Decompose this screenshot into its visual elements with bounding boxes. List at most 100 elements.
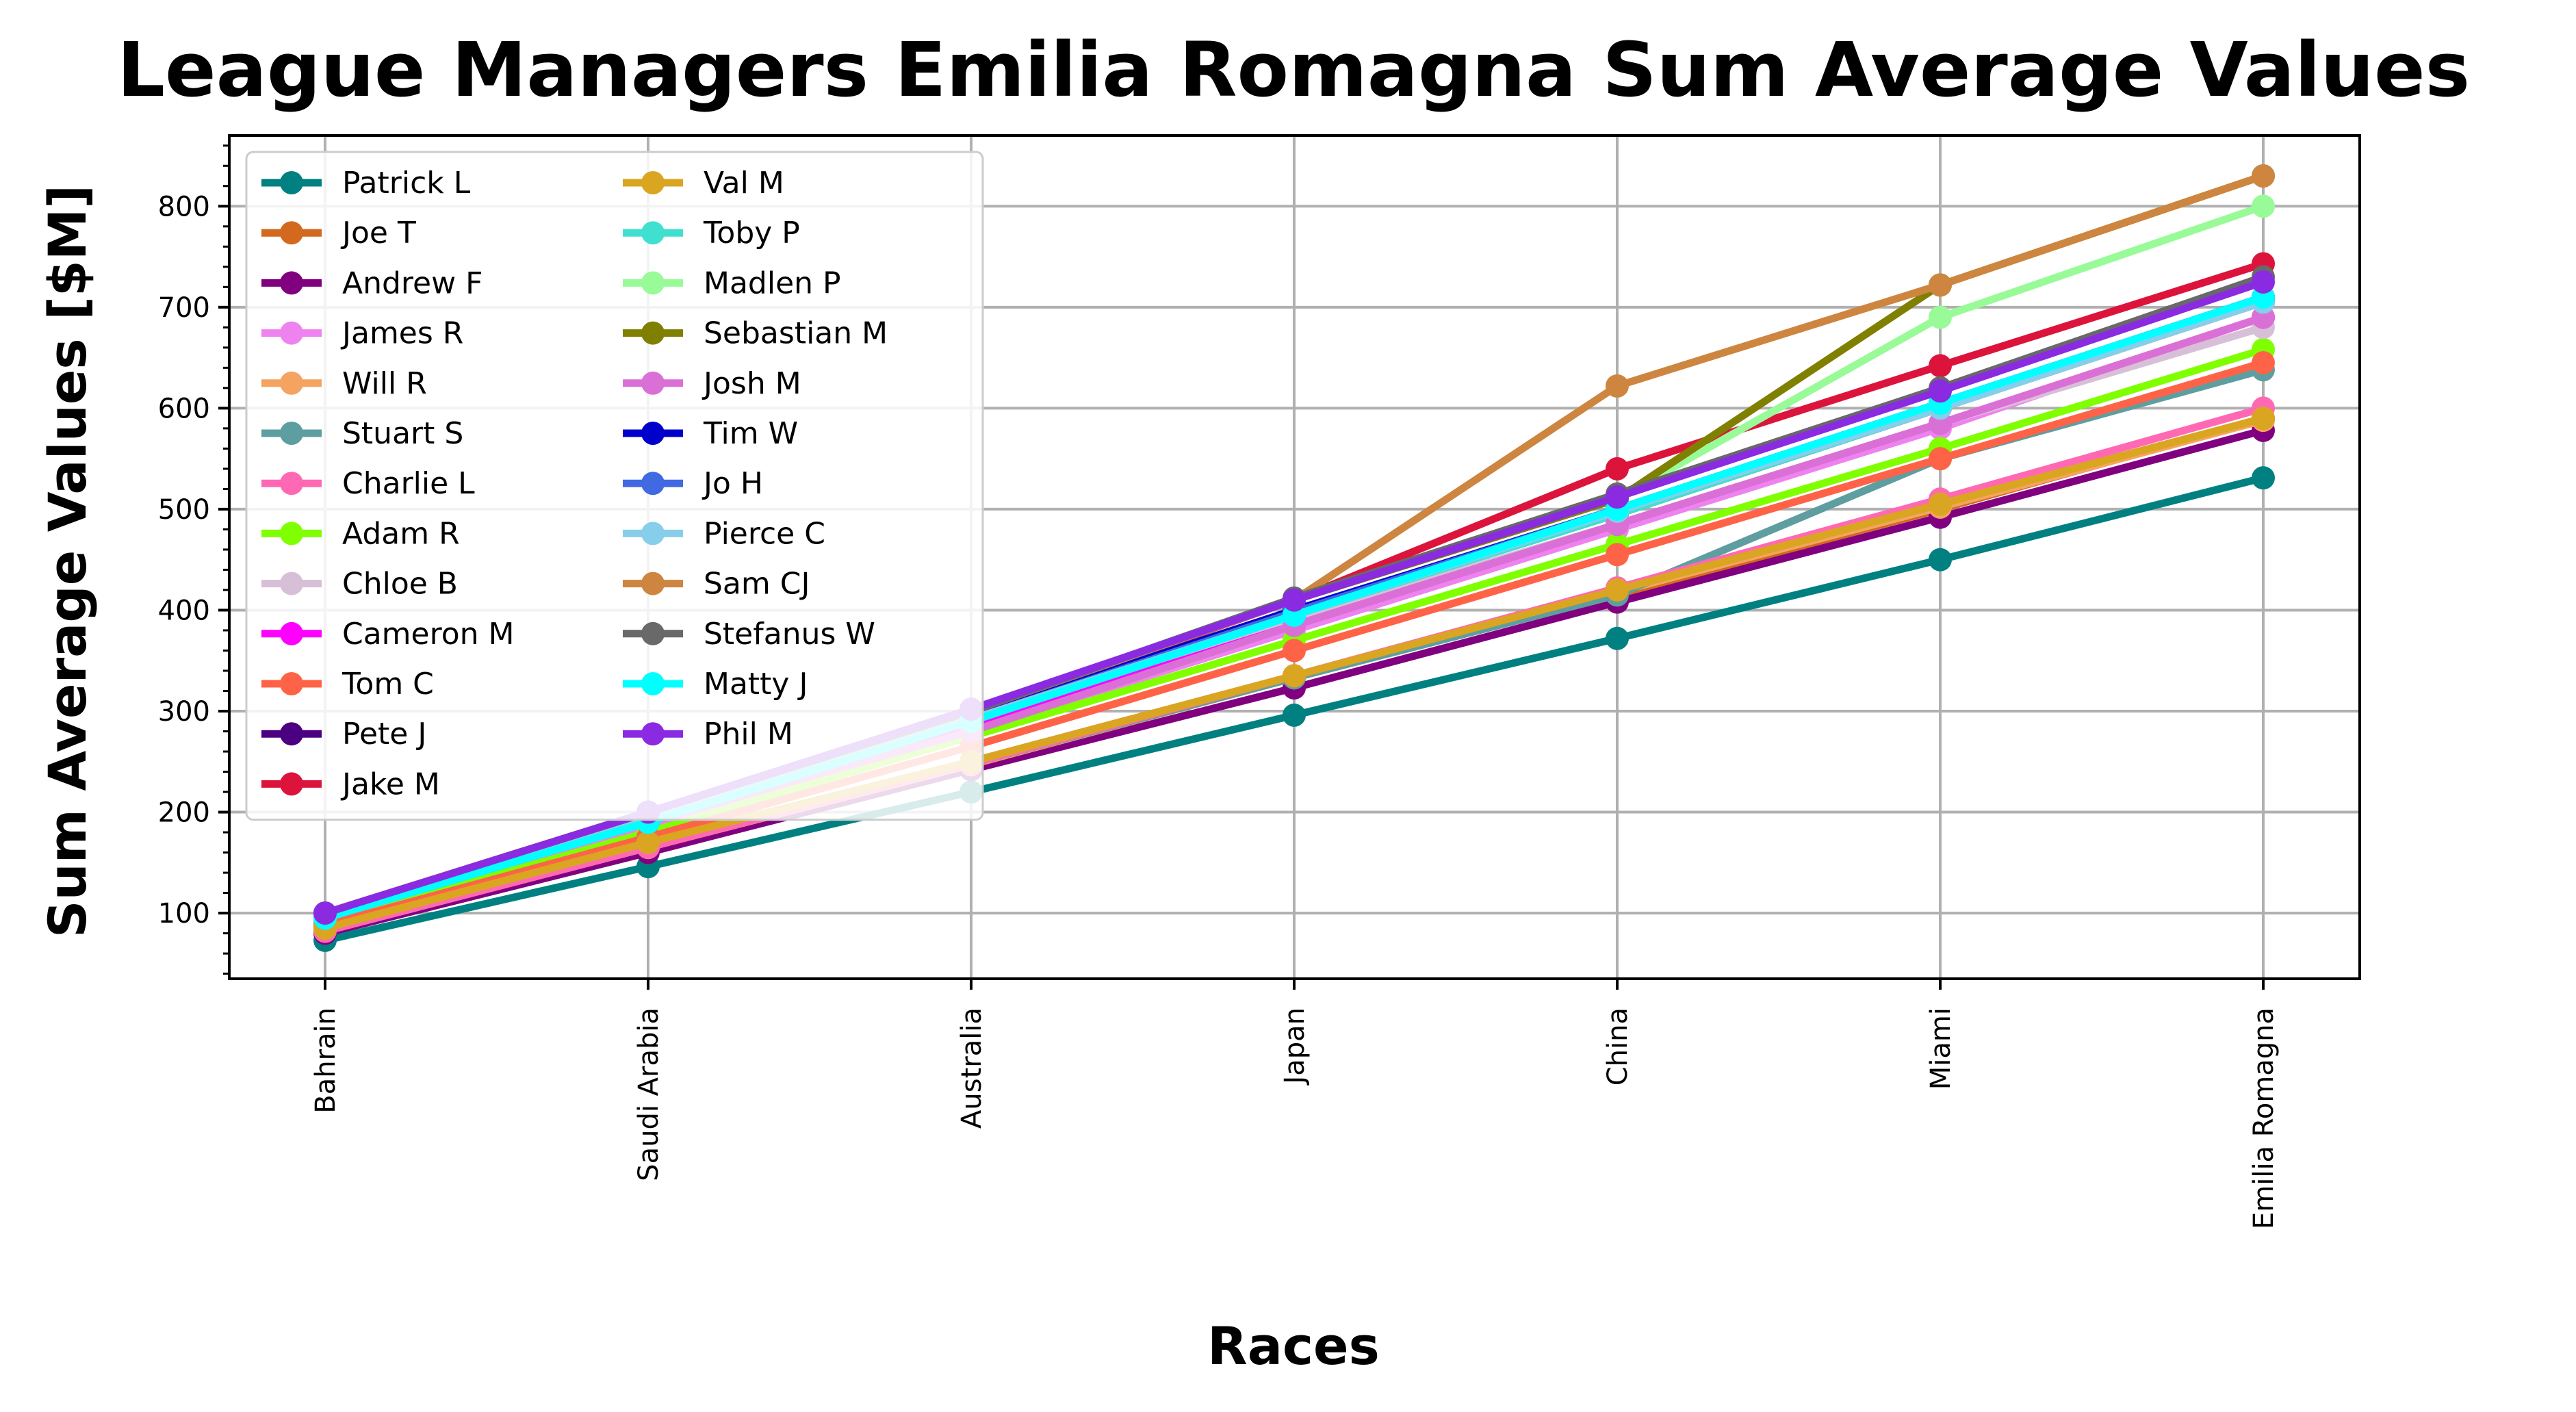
legend-box [245, 151, 984, 821]
legend-marker [280, 221, 303, 245]
legend-label: Toby P [703, 216, 800, 251]
legend-item: Stuart S [261, 416, 463, 451]
data-point [313, 901, 337, 925]
legend-label: Andrew F [342, 266, 482, 300]
x-tick-label: Australia [956, 1007, 988, 1129]
legend-label: Jo H [701, 466, 763, 501]
legend-marker [641, 522, 665, 545]
data-point [1929, 273, 1952, 297]
x-tick-label: Saudi Arabia [633, 1007, 665, 1181]
data-point [1283, 703, 1306, 727]
legend-label: Pete J [342, 717, 426, 752]
data-point [1283, 588, 1306, 612]
data-point [1929, 548, 1952, 572]
data-point [2252, 350, 2275, 374]
legend-marker [641, 621, 665, 645]
data-point [1606, 626, 1629, 650]
data-point [2252, 407, 2275, 431]
legend-marker [641, 221, 665, 245]
legend-label: Tim W [703, 416, 798, 451]
data-point [1606, 374, 1629, 398]
legend-item: Toby P [623, 216, 800, 251]
legend-marker [280, 472, 303, 496]
legend-item: Sebastian M [623, 316, 888, 351]
legend-label: Phil M [704, 717, 793, 752]
data-point [1929, 305, 1952, 329]
y-tick-label: 600 [158, 393, 210, 424]
legend-item: Sam CJ [623, 567, 810, 602]
legend-item: Jake M [261, 767, 440, 801]
x-tick-label: Emilia Romagna [2248, 1007, 2280, 1229]
y-tick-label: 300 [158, 696, 210, 728]
legend-label: Matty J [704, 667, 808, 702]
y-tick-label: 700 [158, 292, 210, 324]
data-point [2252, 270, 2275, 294]
legend-marker [280, 772, 303, 796]
legend-item: Pierce C [623, 516, 825, 551]
legend-marker [280, 171, 303, 194]
legend-item: Charlie L [261, 466, 475, 501]
legend-item: Madlen P [623, 266, 841, 300]
data-point [1606, 485, 1629, 509]
legend-label: Will R [342, 366, 427, 401]
legend-item: Josh M [623, 366, 801, 401]
data-point [1606, 457, 1629, 480]
legend-label: Sebastian M [704, 316, 888, 351]
legend-label: Madlen P [704, 266, 841, 300]
legend-marker [280, 371, 303, 395]
legend-label: Josh M [701, 366, 801, 401]
legend-item: Phil M [623, 717, 793, 752]
legend-item: Matty J [623, 667, 808, 702]
legend-marker [280, 672, 303, 695]
y-tick-label: 400 [158, 595, 210, 626]
data-point [1606, 543, 1629, 567]
data-point [636, 830, 660, 854]
y-tick-label: 100 [158, 898, 210, 929]
legend-label: Cameron M [342, 617, 515, 652]
legend-marker [641, 672, 665, 695]
legend-item: Tom C [261, 667, 434, 702]
legend-label: Stefanus W [704, 617, 875, 652]
legend-marker [280, 271, 303, 295]
legend-item: Jo H [623, 466, 763, 501]
legend-label: Adam R [342, 516, 460, 551]
legend-item: James R [261, 316, 463, 351]
legend-label: Stuart S [342, 416, 463, 451]
legend-label: James R [340, 316, 463, 351]
x-tick-label: Bahrain [310, 1007, 342, 1114]
legend-marker [641, 171, 665, 194]
data-point [1283, 664, 1306, 688]
x-tick-label: China [1602, 1007, 1634, 1086]
legend: Patrick L Joe T Andrew F James R Will R Stuar… [245, 151, 984, 821]
legend-item: Joe T [261, 216, 416, 251]
legend-marker [641, 472, 665, 496]
legend-label: Patrick L [342, 166, 471, 201]
data-point [1929, 492, 1952, 516]
legend-label: Val M [704, 166, 784, 201]
legend-label: Tom C [342, 667, 434, 702]
y-tick-label: 800 [158, 191, 210, 222]
legend-marker [641, 722, 665, 746]
data-point [1283, 639, 1306, 663]
data-point [1929, 447, 1952, 471]
y-tick-label: 200 [158, 797, 210, 829]
legend-item: Val M [623, 166, 784, 201]
legend-marker [280, 321, 303, 345]
data-point [1606, 578, 1629, 602]
data-point [1929, 354, 1952, 378]
legend-marker [641, 371, 665, 395]
legend-marker [280, 422, 303, 445]
legend-marker [641, 572, 665, 595]
legend-item: Tim W [623, 416, 798, 451]
legend-item: Cameron M [261, 617, 515, 652]
legend-marker [641, 321, 665, 345]
axis-ticks: 100 200 300 400 500 600 700 800 Bahrain Saudi Ara… [158, 144, 2280, 1229]
legend-marker [280, 621, 303, 645]
legend-item: Will R [261, 366, 427, 401]
y-tick-label: 500 [158, 494, 210, 526]
legend-marker [280, 572, 303, 595]
legend-item: Patrick L [261, 166, 471, 201]
x-tick-label: Japan [1279, 1007, 1311, 1086]
legend-marker [280, 522, 303, 545]
